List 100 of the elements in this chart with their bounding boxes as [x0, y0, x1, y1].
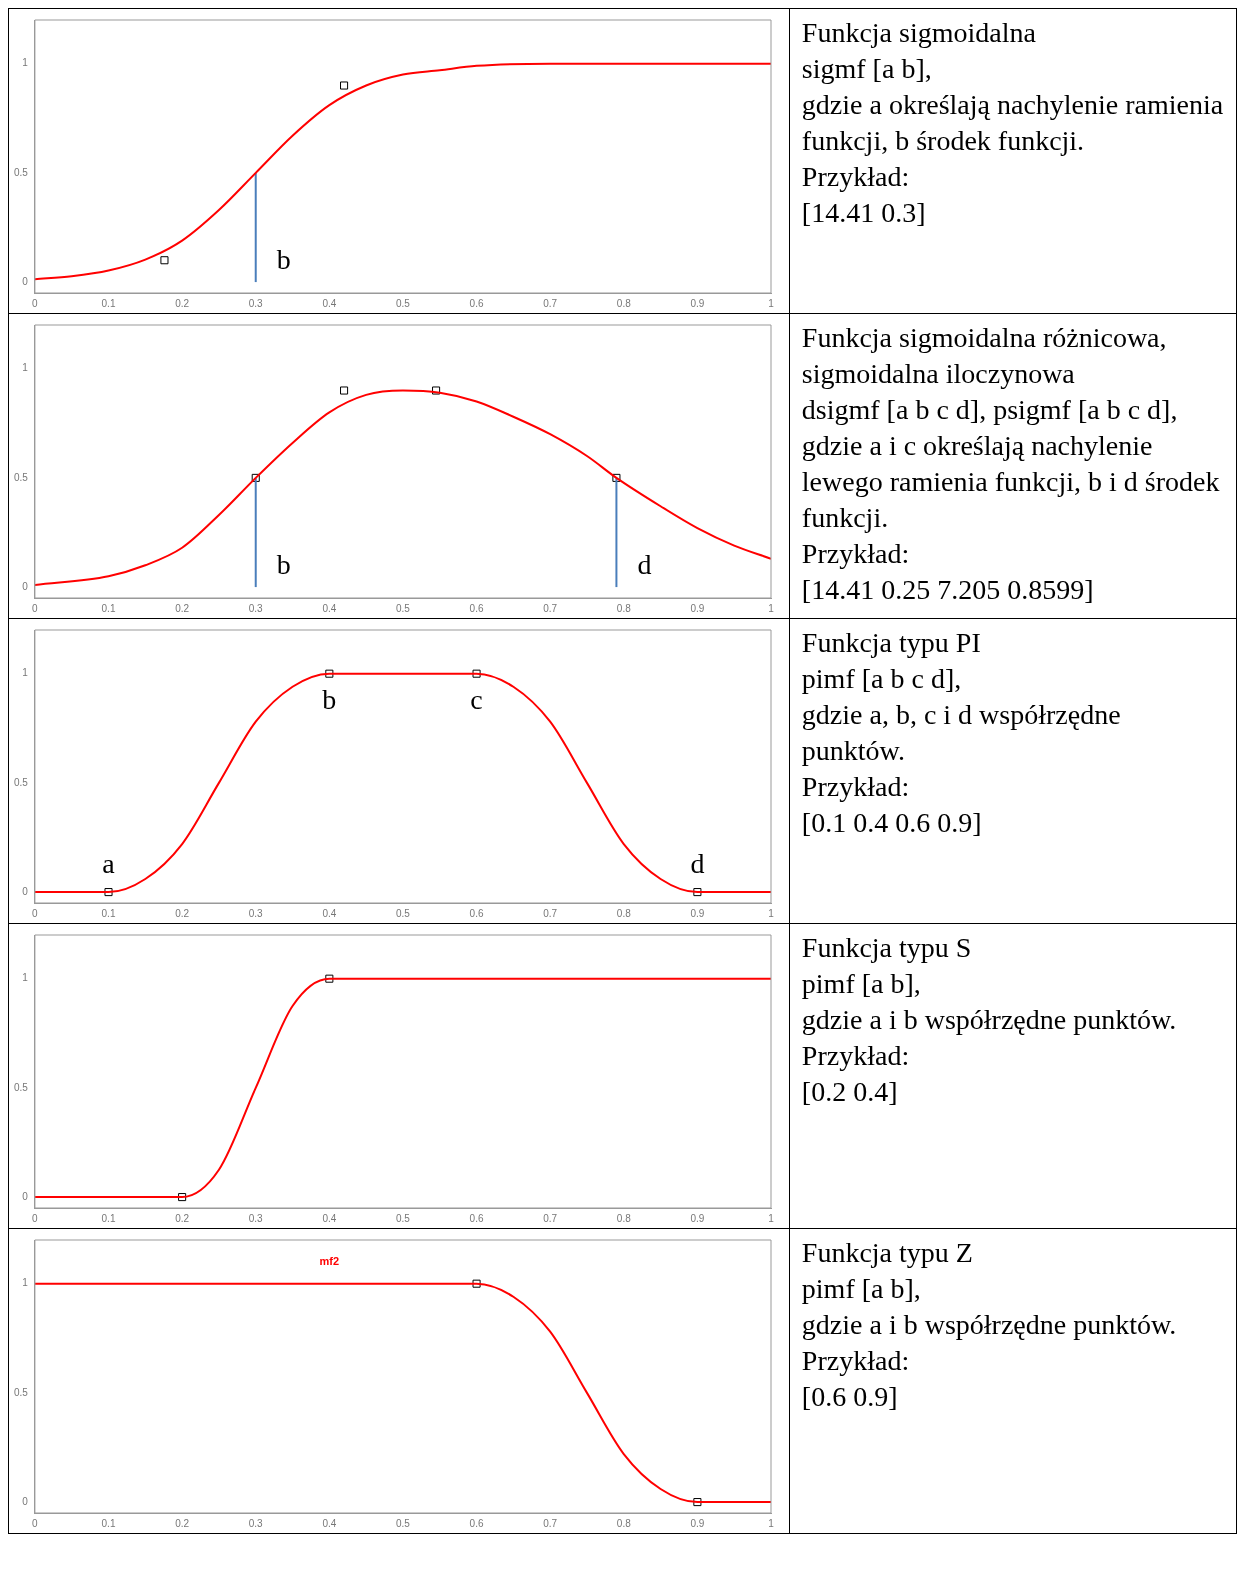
x-tick-label: 0.8: [616, 1517, 632, 1529]
x-tick-label: 0.3: [248, 602, 264, 614]
x-tick-label: 0.1: [101, 907, 116, 919]
x-tick-label: 0.1: [101, 602, 116, 614]
text: Funkcja typu PI: [801, 626, 982, 660]
x-tick-label: 0.6: [469, 1212, 484, 1224]
text: gdzie a określają nachylenie ramienia funkcji, b środek funkcji.: [801, 88, 1224, 158]
annotation: b: [322, 684, 337, 716]
annotation: a: [102, 848, 116, 880]
text: Przykład:: [801, 160, 911, 194]
x-tick-label: 0.9: [690, 602, 705, 614]
x-tick-label: 1: [768, 602, 775, 614]
x-tick-label: 0.6: [469, 297, 484, 309]
y-tick-label: 0.5: [14, 776, 29, 788]
text: pimf [a b],: [801, 1272, 922, 1306]
text: [0.1 0.4 0.6 0.9]: [801, 806, 983, 840]
x-tick-label: 0.8: [616, 1212, 632, 1224]
x-tick-label: 1: [768, 1212, 775, 1224]
y-tick-label: 0.5: [14, 166, 29, 178]
y-tick-label: 0: [22, 580, 29, 592]
x-tick-label: 0.6: [469, 602, 484, 614]
text: Przykład:: [801, 537, 911, 571]
x-tick-label: 0.2: [175, 297, 190, 309]
text: pimf [a b c d],: [801, 662, 963, 696]
text: [14.41 0.3]: [801, 196, 927, 230]
x-tick-label: 0.7: [543, 1517, 558, 1529]
x-tick-label: 0: [32, 602, 39, 614]
x-tick-label: 0.9: [690, 297, 705, 309]
x-tick-label: 0.7: [543, 602, 558, 614]
text: [0.6 0.9]: [801, 1380, 899, 1414]
x-tick-label: 0.4: [322, 1517, 337, 1529]
x-tick-label: 0.9: [690, 1212, 705, 1224]
y-tick-label: 0.5: [14, 1386, 29, 1398]
x-tick-label: 0.3: [248, 1517, 264, 1529]
y-tick-label: 1: [22, 1277, 29, 1289]
text: Funkcja typu S: [801, 931, 973, 965]
x-tick-label: 0.8: [616, 297, 632, 309]
x-tick-label: 0.1: [101, 297, 116, 309]
x-tick-label: 0.7: [543, 907, 558, 919]
text: sigmf [a b],: [801, 52, 933, 86]
x-tick-label: 0.2: [175, 1212, 190, 1224]
x-tick-label: 1: [768, 907, 775, 919]
x-tick-label: 0: [32, 1212, 39, 1224]
y-tick-label: 1: [22, 362, 29, 374]
x-tick-label: 0.8: [616, 907, 632, 919]
text: [0.2 0.4]: [801, 1075, 899, 1109]
x-tick-label: 0.2: [175, 1517, 190, 1529]
x-tick-label: 0.5: [396, 1517, 411, 1529]
text: gdzie a, b, c i d współrzędne punktów.: [801, 698, 1122, 768]
x-tick-label: 0.6: [469, 1517, 484, 1529]
text: pimf [a b],: [801, 967, 922, 1001]
annotation: b: [276, 549, 291, 581]
x-tick-label: 0.9: [690, 907, 705, 919]
text: Przykład:: [801, 1344, 911, 1378]
x-tick-label: 0.7: [543, 297, 558, 309]
x-tick-label: 0.5: [396, 602, 411, 614]
x-tick-label: 0.2: [175, 907, 190, 919]
text: Funkcja sigmoidalna: [801, 16, 1037, 50]
annotation: b: [276, 244, 291, 276]
annotation: d: [637, 549, 652, 581]
x-tick-label: 0.3: [248, 1212, 264, 1224]
text: Przykład:: [801, 1039, 911, 1073]
text: Przykład:: [801, 770, 911, 804]
x-tick-label: 0.1: [101, 1212, 116, 1224]
y-tick-label: 0: [22, 1190, 29, 1202]
text: gdzie a i c określają nachylenie lewego ramienia funkcji, b i d środek funkcji.: [801, 429, 1221, 535]
x-tick-label: 0: [32, 297, 39, 309]
x-tick-label: 1: [768, 297, 775, 309]
annotation: c: [470, 684, 483, 716]
x-tick-label: 0.8: [616, 602, 632, 614]
y-tick-label: 0: [22, 885, 29, 897]
x-tick-label: 1: [768, 1517, 775, 1529]
x-tick-label: 0.5: [396, 907, 411, 919]
y-tick-label: 0: [22, 1495, 29, 1507]
x-tick-label: 0.6: [469, 907, 484, 919]
text: [14.41 0.25 7.205 0.8599]: [801, 573, 1095, 607]
y-tick-label: 1: [22, 667, 29, 679]
x-tick-label: 0: [32, 1517, 39, 1529]
y-tick-label: 1: [22, 972, 29, 984]
x-tick-label: 0.4: [322, 297, 337, 309]
x-tick-label: 0.5: [396, 297, 411, 309]
y-tick-label: 1: [22, 57, 29, 69]
annotation: d: [690, 848, 705, 880]
x-tick-label: 0.4: [322, 602, 337, 614]
x-tick-label: 0.3: [248, 907, 264, 919]
x-tick-label: 0.4: [322, 907, 337, 919]
text: gdzie a i b współrzędne punktów.: [801, 1308, 1178, 1342]
x-tick-label: 0.3: [248, 297, 264, 309]
x-tick-label: 0.9: [690, 1517, 705, 1529]
x-tick-label: 0.5: [396, 1212, 411, 1224]
x-tick-label: 0.4: [322, 1212, 337, 1224]
x-tick-label: 0.2: [175, 602, 190, 614]
text: dsigmf [a b c d], psigmf [a b c d],: [801, 393, 1179, 427]
text: Funkcja typu Z: [801, 1236, 974, 1270]
text: gdzie a i b współrzędne punktów.: [801, 1003, 1178, 1037]
x-tick-label: 0: [32, 907, 39, 919]
y-tick-label: 0.5: [14, 471, 29, 483]
y-tick-label: 0: [22, 275, 29, 287]
y-tick-label: 0.5: [14, 1081, 29, 1093]
x-tick-label: 0.7: [543, 1212, 558, 1224]
